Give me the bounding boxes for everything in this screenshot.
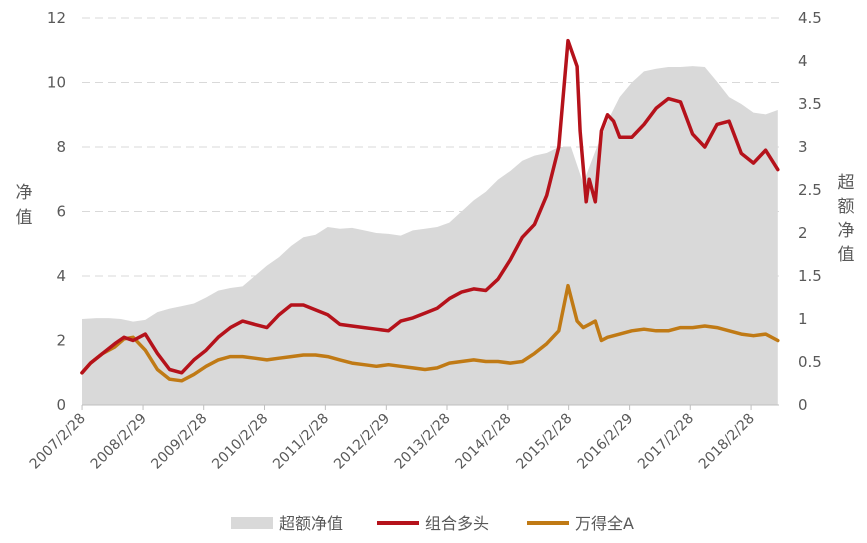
series-lines — [80, 38, 780, 383]
x-tick-label-0: 2007/2/28 — [27, 411, 89, 473]
right-tick-label-9: 4.5 — [798, 9, 822, 27]
x-tick-label-2: 2009/2/28 — [148, 411, 210, 473]
x-tick-label-4: 2011/2/28 — [270, 411, 332, 473]
legend: 超额净值 组合多头 万得全A — [231, 514, 634, 533]
left-tick-label-0: 0 — [56, 396, 66, 414]
left-tick-label-5: 10 — [47, 74, 66, 92]
right-axis-title-char-2: 额 — [838, 197, 855, 217]
right-tick-label-0: 0 — [798, 396, 808, 414]
x-tick-label-9: 2016/2/29 — [574, 411, 636, 473]
right-y-axis-ticks: 0 0.5 1 1.5 2 2.5 3 3.5 4 4.5 — [798, 9, 822, 414]
series-area-excess-nav — [82, 66, 778, 405]
legend-swatch-excess-nav — [231, 517, 273, 529]
legend-label-excess-nav: 超额净值 — [279, 514, 343, 533]
left-tick-label-1: 2 — [56, 332, 66, 350]
x-tick-label-7: 2014/2/28 — [453, 411, 515, 473]
right-tick-label-3: 1.5 — [798, 267, 822, 285]
x-tick-label-1: 2008/2/29 — [88, 411, 150, 473]
x-tick-label-11: 2018/2/28 — [696, 411, 758, 473]
right-tick-label-1: 0.5 — [798, 353, 822, 371]
left-tick-label-4: 8 — [56, 138, 66, 156]
left-tick-label-2: 4 — [56, 267, 66, 285]
right-axis-title: 超额净值 — [838, 173, 855, 265]
left-axis-title-char-1: 净 — [16, 183, 33, 203]
right-tick-label-4: 2 — [798, 224, 808, 242]
x-tick-label-10: 2017/2/28 — [635, 411, 697, 473]
right-axis-title-char-4: 值 — [838, 245, 855, 265]
x-tick-label-5: 2012/2/29 — [331, 411, 393, 473]
left-tick-label-6: 12 — [47, 9, 66, 27]
series-line-index — [80, 283, 780, 383]
right-axis-title-char-3: 净 — [838, 221, 855, 241]
x-tick-label-3: 2010/2/28 — [209, 411, 271, 473]
x-tick-label-8: 2015/2/28 — [513, 411, 575, 473]
right-tick-label-7: 3.5 — [798, 95, 822, 113]
right-axis-title-char-1: 超 — [838, 173, 855, 193]
series-line-portfolio — [80, 38, 780, 375]
x-tick-label-6: 2013/2/28 — [392, 411, 454, 473]
right-tick-label-2: 1 — [798, 310, 808, 328]
right-tick-label-5: 2.5 — [798, 181, 822, 199]
right-tick-label-8: 4 — [798, 52, 808, 70]
legend-label-portfolio: 组合多头 — [425, 514, 489, 533]
right-tick-label-6: 3 — [798, 138, 808, 156]
left-y-axis-ticks: 0 2 4 6 8 10 12 — [47, 9, 66, 414]
left-axis-title-char-2: 值 — [16, 208, 33, 228]
legend-label-index: 万得全A — [575, 514, 634, 533]
x-axis-ticks: 2007/2/282008/2/292009/2/282010/2/282011… — [27, 405, 758, 473]
excess-nav-area — [82, 66, 778, 405]
left-tick-label-3: 6 — [56, 203, 66, 221]
